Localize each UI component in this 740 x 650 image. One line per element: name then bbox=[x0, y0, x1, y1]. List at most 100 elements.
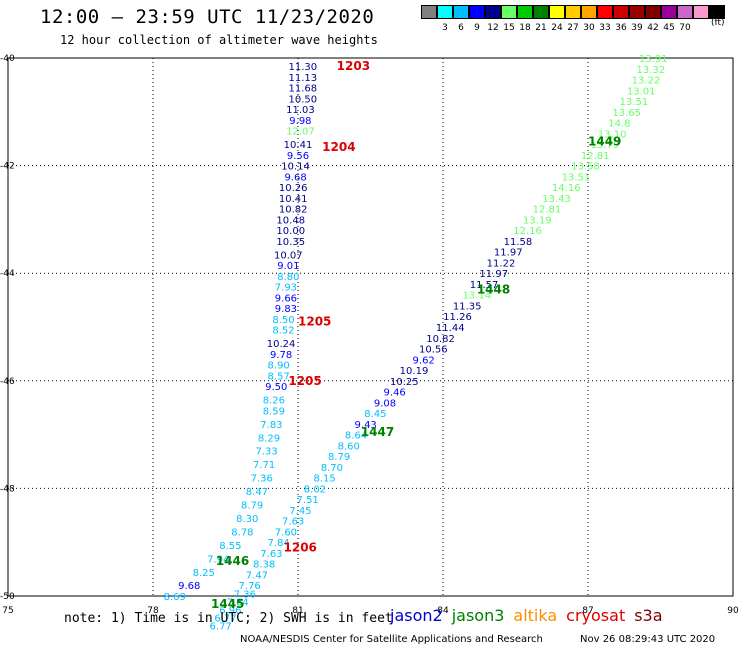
legend-swatch bbox=[517, 5, 533, 19]
pass-time-label: 1205 bbox=[288, 374, 321, 388]
y-tick-label: -44 bbox=[0, 269, 15, 279]
chart-subtitle: 12 hour collection of altimeter wave hei… bbox=[60, 33, 378, 47]
satellite-s3a: s3a bbox=[634, 606, 663, 625]
wave-height-point: 7.36 bbox=[234, 589, 256, 600]
legend-swatch bbox=[453, 5, 469, 19]
wave-height-point: 9.50 bbox=[265, 382, 287, 393]
legend-swatch bbox=[677, 5, 693, 19]
legend-label: 6 bbox=[458, 23, 464, 33]
wave-height-point: 9.01 bbox=[277, 261, 299, 272]
y-tick-label: -46 bbox=[0, 377, 15, 387]
pass-time-label: 1205 bbox=[298, 315, 331, 329]
legend-label: 9 bbox=[474, 23, 480, 33]
x-tick-label: 81 bbox=[292, 606, 303, 616]
y-tick-label: -48 bbox=[0, 484, 15, 494]
plot-frame bbox=[7, 57, 734, 597]
x-tick-label: 87 bbox=[582, 606, 593, 616]
wave-height-point: 7.71 bbox=[253, 460, 275, 471]
legend-label: 36 bbox=[615, 23, 627, 33]
wave-height-point: 13.91 bbox=[639, 54, 668, 65]
pass-time-label: 1204 bbox=[322, 140, 355, 154]
wave-height-point: 7.47 bbox=[246, 570, 268, 581]
wave-height-point: 10.07 bbox=[274, 250, 303, 261]
wave-height-point: 8.57 bbox=[268, 371, 290, 382]
wave-height-point: 10.24 bbox=[267, 339, 296, 350]
pass-time-label: 1206 bbox=[284, 541, 317, 555]
wave-height-point: 9.68 bbox=[178, 581, 200, 592]
wave-height-point: 8.70 bbox=[321, 463, 343, 474]
wave-height-point: 9.98 bbox=[289, 116, 311, 127]
wave-height-point: 11.03 bbox=[286, 105, 315, 116]
data-points: 11.3011.1311.6810.5011.039.9812.0710.419… bbox=[164, 54, 668, 633]
wave-height-point: 8.78 bbox=[231, 527, 253, 538]
legend-label: 27 bbox=[567, 23, 579, 33]
wave-height-point: 8.02 bbox=[304, 484, 326, 495]
x-tick-label: 75 bbox=[2, 606, 13, 616]
generation-timestamp: Nov 26 08:29:43 UTC 2020 bbox=[580, 634, 716, 645]
wave-height-point: 7.51 bbox=[297, 495, 319, 506]
wave-height-point: 8.79 bbox=[328, 452, 350, 463]
wave-height-point: 10.14 bbox=[281, 162, 310, 173]
pass-labels: 1203 1204 1205 1205 1206 1449 1448 1447 1446 1445 bbox=[211, 59, 621, 611]
axis-ticks: 75 78 81 84 87 90 -40 -42 -44 -46 -48 -50 bbox=[0, 54, 739, 616]
wave-height-point: 8.47 bbox=[246, 487, 268, 498]
x-tick-label: 78 bbox=[147, 606, 159, 616]
wave-height-point: 11.26 bbox=[443, 312, 472, 323]
wave-height-point: 11.13 bbox=[289, 73, 318, 84]
wave-height-point: 11.68 bbox=[289, 84, 318, 95]
wave-height-point: 13.79 bbox=[591, 140, 620, 151]
wave-height-point: 9.08 bbox=[374, 398, 396, 409]
legend-label: 15 bbox=[503, 23, 515, 33]
wave-height-point: 8.80 bbox=[277, 272, 299, 283]
wave-height-point: 14.8 bbox=[608, 119, 630, 130]
wave-height-point: 7.94 bbox=[207, 554, 229, 565]
wave-height-point: 8.45 bbox=[364, 409, 386, 420]
pass-time-label: 1203 bbox=[337, 59, 370, 73]
y-tick-label: -42 bbox=[0, 162, 15, 172]
legend-swatch bbox=[565, 5, 581, 19]
legend-swatch bbox=[709, 5, 725, 19]
satellite-altika: altika bbox=[513, 606, 558, 625]
legend-label: 33 bbox=[599, 23, 611, 33]
legend-swatch bbox=[693, 5, 709, 19]
y-tick-label: -40 bbox=[0, 54, 15, 64]
legend-swatch bbox=[597, 5, 613, 19]
wave-height-point: 12.81 bbox=[533, 205, 562, 216]
wave-height-point: 6.77 bbox=[210, 622, 232, 633]
wave-height-point: 8.64 bbox=[345, 431, 367, 442]
wave-height-point: 13.14 bbox=[463, 291, 492, 302]
pass-time-label: 1448 bbox=[477, 282, 510, 296]
legend-swatch bbox=[629, 5, 645, 19]
wave-height-point: 6.77 bbox=[214, 614, 236, 625]
satellite-jason2: jason2 bbox=[390, 606, 443, 625]
wave-height-point: 10.25 bbox=[390, 377, 419, 388]
wave-height-point: 14.16 bbox=[552, 183, 581, 194]
wave-height-point: 11.30 bbox=[289, 62, 318, 73]
wave-height-point: 13.22 bbox=[632, 76, 661, 87]
wave-height-point: 9.46 bbox=[384, 388, 406, 399]
legend-swatch bbox=[581, 5, 597, 19]
legend-label: 39 bbox=[631, 23, 643, 33]
legend-label: 3 bbox=[442, 23, 448, 33]
wave-height-point: 11.35 bbox=[453, 301, 482, 312]
wave-height-point: 8.60 bbox=[338, 441, 360, 452]
wave-height-point: 9.68 bbox=[284, 172, 306, 183]
wave-height-point: 7.60 bbox=[275, 527, 297, 538]
wave-height-point: 11.57 bbox=[470, 280, 499, 291]
wave-height-point: 8.59 bbox=[263, 406, 285, 417]
wave-height-point: 8.55 bbox=[219, 541, 241, 552]
wave-height-point: 13.01 bbox=[627, 86, 656, 97]
legend-swatch bbox=[437, 5, 453, 19]
wave-height-point: 7.64 bbox=[226, 597, 248, 608]
satellite-jason3: jason3 bbox=[451, 606, 505, 625]
credit-line: NOAA/NESDIS Center for Satellite Applica… bbox=[240, 634, 543, 645]
wave-height-point: 13.43 bbox=[542, 194, 571, 205]
wave-height-point: 13.10 bbox=[598, 129, 627, 140]
wave-height-point: 10.56 bbox=[419, 345, 448, 356]
wave-height-point: 9.43 bbox=[355, 420, 377, 431]
wave-height-point: 6.96 bbox=[219, 605, 241, 616]
wave-height-point: 10.19 bbox=[400, 366, 429, 377]
wave-height-point: 10.50 bbox=[289, 94, 318, 105]
legend-label: 12 bbox=[487, 23, 499, 33]
legend-swatch bbox=[485, 5, 501, 19]
